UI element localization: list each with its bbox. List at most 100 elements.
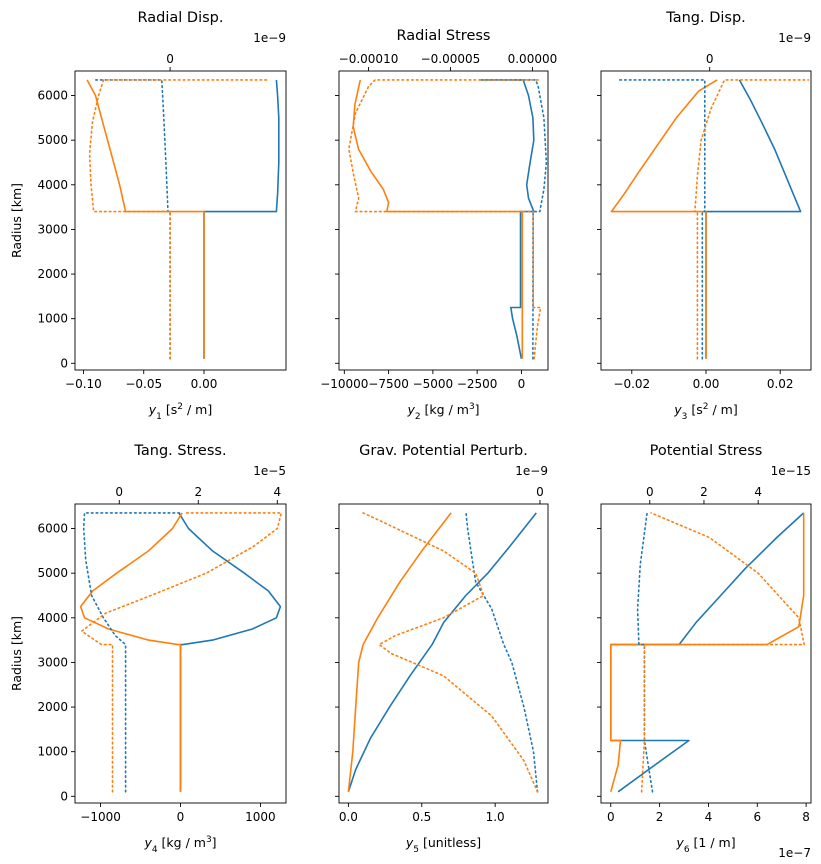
x-tick-label: 1000: [245, 810, 276, 824]
top-tick-label: 0: [115, 485, 123, 499]
x-tick-label: 0.02: [767, 377, 794, 391]
x-tick-label: −0.02: [613, 377, 650, 391]
x-tick-label: 6: [753, 810, 761, 824]
series-group: [347, 512, 539, 793]
top-axis-offset: 1e−9: [253, 31, 286, 45]
series-line-solid-orange: [610, 79, 718, 359]
x-tick-label: −0.05: [125, 377, 162, 391]
panel-tang-stress: 0 1000 2000 3000 4000 5000 6000 −1000 0 1000 0 2 4 1e…: [9, 443, 287, 855]
series-line-dotted-orange: [348, 79, 542, 360]
y-tick-label: 3000: [37, 655, 68, 669]
top-tick-label: 0.00000: [508, 52, 558, 66]
series-line-solid-blue: [705, 79, 802, 359]
y-tick-label: 4000: [37, 178, 68, 192]
top-tick-label: 0: [166, 52, 174, 66]
panel-title: Radial Stress: [397, 28, 491, 44]
y-tick-label: 6000: [37, 522, 68, 536]
series-group: [348, 79, 548, 360]
x-tick-label: 1.0: [486, 810, 505, 824]
top-tick-label: 2: [194, 485, 202, 499]
x-tick-label: 8: [802, 810, 810, 824]
x-tick-label: 0.0: [339, 810, 358, 824]
y-tick-label: 2000: [37, 700, 68, 714]
x-tick-label: −5000: [413, 377, 454, 391]
top-axis-offset: 1e−15: [771, 464, 811, 478]
top-tick-label: 2: [700, 485, 708, 499]
series-line-solid-blue: [178, 512, 282, 792]
series-group: [79, 512, 283, 793]
top-tick-label: 0: [706, 52, 714, 66]
y-tick-label: 1000: [37, 745, 68, 759]
series-line-dotted-blue: [513, 79, 548, 360]
panel-radial-disp: 0100020003000400050006000−0.10−0.050.00−…: [9, 10, 287, 422]
series-line-dotted-blue: [465, 512, 539, 793]
series-line-solid-orange: [347, 512, 452, 792]
top-axis-offset: 1e−5: [253, 464, 286, 478]
series-line-solid-blue: [203, 79, 280, 359]
top-axis-offset: 1e−9: [778, 31, 811, 45]
x-axis-label: y4 [kg / m3]: [143, 835, 216, 855]
y-tick-label: 0: [60, 789, 68, 803]
panel-title: Tang. Disp.: [665, 10, 746, 26]
x-axis-label: y5 [unitless]: [405, 835, 481, 855]
x-tick-label: 0.00: [191, 377, 218, 391]
series-line-dotted-orange: [362, 512, 539, 793]
series-line-solid-blue: [347, 512, 537, 793]
series-group: [610, 512, 805, 793]
top-tick-label: 4: [754, 485, 762, 499]
y-axis-label: Radius [km]: [9, 616, 24, 691]
series-line-dotted-orange: [88, 79, 269, 360]
series-line-solid-orange: [79, 512, 183, 792]
y-tick-label: 6000: [37, 89, 68, 103]
axes-frame: [338, 503, 549, 804]
panel-title: Radial Disp.: [138, 10, 224, 26]
bottom-axis-offset: 1e−7: [778, 846, 811, 860]
series-line-dotted-blue: [617, 79, 706, 360]
y-axis-label: Radius [km]: [9, 183, 24, 258]
series-line-solid-blue: [480, 79, 535, 359]
x-tick-label: 0: [607, 810, 615, 824]
series-line-solid-orange: [610, 512, 805, 793]
series-line-solid-orange: [352, 79, 524, 359]
top-tick-label: 0: [536, 485, 544, 499]
series-group: [610, 79, 810, 360]
y-tick-label: 1000: [37, 312, 68, 326]
y-tick-label: 5000: [37, 133, 68, 147]
x-axis-label: y3 [s2 / m]: [673, 402, 737, 422]
x-axis-label: y6 [1 / m]: [675, 835, 735, 855]
series-line-dotted-orange: [80, 512, 283, 793]
axes-frame: [74, 70, 287, 371]
top-tick-label: 0: [646, 485, 654, 499]
x-tick-label: 4: [705, 810, 713, 824]
series-line-dotted-orange: [694, 79, 810, 360]
series-line-dotted-orange: [640, 512, 805, 793]
series-line-solid-orange: [86, 79, 205, 359]
y-tick-label: 3000: [37, 222, 68, 236]
x-tick-label: 0: [177, 810, 185, 824]
x-axis-label: y2 [kg / m3]: [406, 402, 479, 422]
axes-frame: [338, 70, 549, 371]
x-tick-label: −1000: [80, 810, 121, 824]
panel-title: Grav. Potential Perturb.: [359, 443, 528, 459]
panel-radial-stress: −10000 −7500 −5000 −2500 0 −0.00010 −0.00005 0.…: [320, 28, 557, 422]
top-axis-offset: 1e−9: [515, 464, 548, 478]
x-tick-label: 0.5: [412, 810, 431, 824]
series-line-dotted-blue: [636, 512, 654, 793]
panel-title: Potential Stress: [650, 443, 763, 459]
panel-potential-stress: 0 2 4 6 8 0 2 4 1e−15 1e−7 Potential Stress y6 [1 /…: [597, 443, 812, 860]
x-tick-label: 0.00: [693, 377, 720, 391]
panel-title: Tang. Stress.: [133, 443, 226, 459]
top-tick-label: −0.00005: [421, 52, 481, 66]
x-tick-label: −10000: [320, 377, 368, 391]
y-tick-label: 5000: [37, 566, 68, 580]
series-line-dotted-blue: [82, 512, 182, 793]
series-group: [86, 79, 280, 360]
x-tick-label: −2500: [457, 377, 498, 391]
y-tick-label: 2000: [37, 267, 68, 281]
x-tick-label: −7500: [368, 377, 409, 391]
series-line-dotted-blue: [95, 79, 171, 360]
series-line-solid-blue: [610, 512, 805, 793]
